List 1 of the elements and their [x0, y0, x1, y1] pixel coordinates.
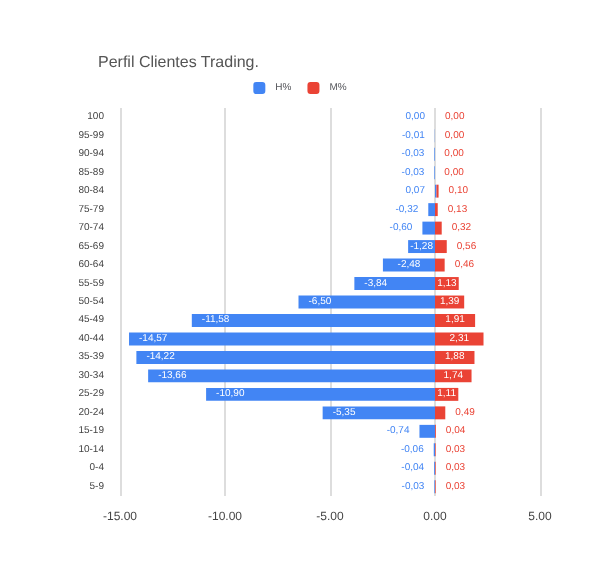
chart-title: Perfil Clientes Trading. [98, 53, 259, 71]
